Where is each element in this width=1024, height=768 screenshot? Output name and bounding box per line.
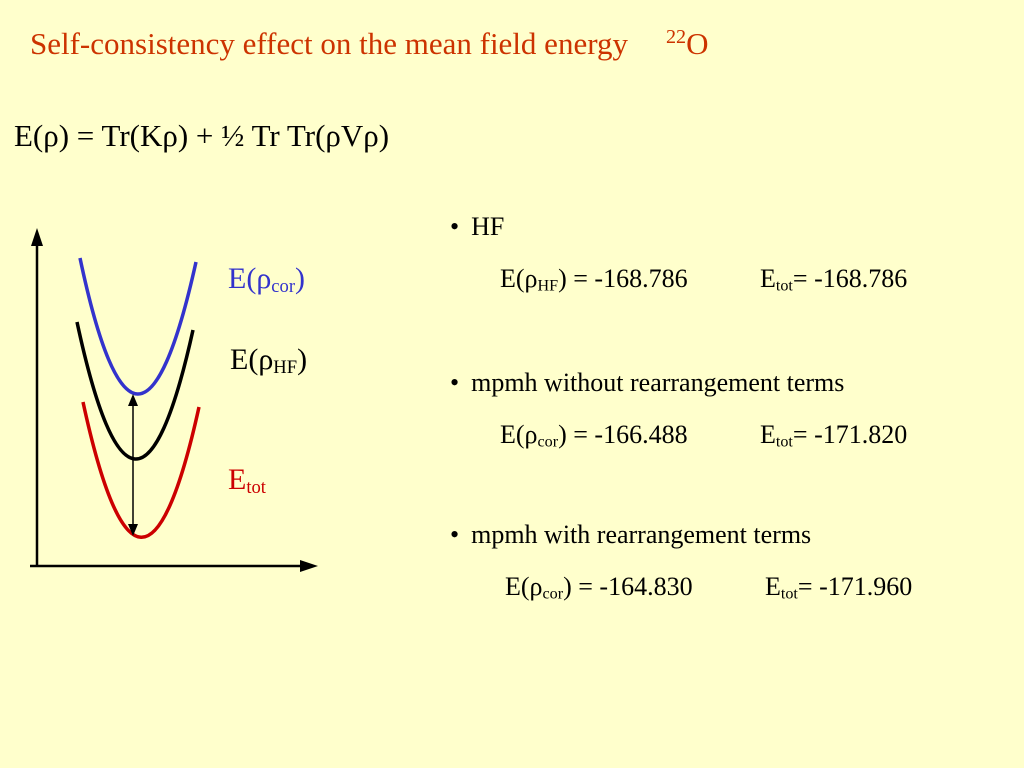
values-mpmh-with-e-pre: E(ρ (505, 572, 543, 601)
bullet-mpmh-without: • mpmh without rearrangement terms (450, 368, 844, 398)
potential-curves-diagram (30, 228, 318, 572)
bullet-hf: • HF (450, 212, 504, 242)
values-mpmh-without-etot: Etot= -171.820 (760, 420, 907, 452)
values-mpmh-with-e: E(ρcor) = -164.830 (505, 572, 693, 603)
bullet-mpmh-with-label: mpmh with rearrangement terms (471, 520, 812, 549)
y-axis-arrowhead-icon (31, 228, 43, 246)
curve-e-tot (81, 401, 201, 539)
curve-e-cor (78, 257, 198, 396)
values-mpmh-with-etot: Etot= -171.960 (765, 572, 912, 604)
values-hf-e: E(ρHF) = -168.786 (500, 264, 688, 295)
values-mpmh-with: E(ρcor) = -164.830 Etot= -171.960 (505, 572, 985, 604)
curve-label-e-cor: E(ρcor) (228, 262, 305, 298)
isotope-label: 22O (666, 26, 709, 61)
isotope-mass: 22 (665, 26, 687, 48)
values-mpmh-without-e-pre: E(ρ (500, 420, 538, 449)
delta-arrow-top-arrowhead-icon (128, 394, 138, 406)
values-mpmh-without-e-post: ) = -166.488 (558, 420, 688, 449)
bullet-icon: • (450, 368, 460, 397)
curve-label-e-cor-post: ) (295, 262, 306, 295)
bullet-mpmh-with: • mpmh with rearrangement terms (450, 520, 811, 550)
values-hf-etot-post: = -168.786 (792, 264, 908, 293)
curve-label-e-tot: Etot (228, 463, 266, 499)
values-mpmh-with-etot-post: = -171.960 (797, 572, 913, 601)
values-hf-e-sub: HF (537, 277, 559, 295)
values-mpmh-without-e: E(ρcor) = -166.488 (500, 420, 688, 451)
curve-label-e-cor-pre: E(ρ (228, 262, 272, 295)
curve-label-e-tot-sub: tot (246, 477, 266, 499)
delta-arrow-bottom-arrowhead-icon (128, 524, 138, 536)
bullet-hf-label: HF (471, 212, 505, 241)
curve-label-e-hf-post: ) (297, 343, 308, 376)
values-mpmh-with-e-sub: cor (542, 585, 564, 603)
isotope-symbol: O (686, 26, 709, 62)
values-mpmh-without-etot-post: = -171.820 (792, 420, 908, 449)
values-mpmh-without-etot-pre: E (760, 420, 776, 449)
bullet-icon: • (450, 520, 460, 549)
curve-label-e-hf-pre: E(ρ (230, 343, 274, 376)
x-axis-arrowhead-icon (300, 560, 318, 572)
slide-title: Self-consistency effect on the mean fiel… (30, 26, 709, 62)
values-hf-etot: Etot= -168.786 (760, 264, 907, 296)
values-hf-e-post: ) = -168.786 (558, 264, 688, 293)
values-hf-etot-sub: tot (775, 277, 793, 295)
curve-label-e-tot-pre: E (228, 463, 247, 496)
curve-label-e-hf: E(ρHF) (230, 343, 307, 379)
values-hf: E(ρHF) = -168.786 Etot= -168.786 (500, 264, 980, 296)
values-hf-e-pre: E(ρ (500, 264, 538, 293)
bullet-icon: • (450, 212, 460, 241)
curve-label-e-cor-sub: cor (271, 276, 296, 298)
curve-label-e-hf-sub: HF (273, 357, 298, 379)
values-mpmh-with-etot-pre: E (765, 572, 781, 601)
title-text: Self-consistency effect on the mean fiel… (30, 26, 628, 62)
values-mpmh-with-e-post: ) = -164.830 (563, 572, 693, 601)
curve-e-hf (75, 321, 195, 461)
values-mpmh-without-e-sub: cor (537, 433, 559, 451)
values-mpmh-without: E(ρcor) = -166.488 Etot= -171.820 (500, 420, 980, 452)
values-mpmh-with-etot-sub: tot (780, 585, 798, 603)
bullet-mpmh-without-label: mpmh without rearrangement terms (471, 368, 845, 397)
energy-formula: E(ρ) = Tr(Kρ) + ½ Tr Tr(ρVρ) (14, 118, 390, 153)
values-mpmh-without-etot-sub: tot (775, 433, 793, 451)
values-hf-etot-pre: E (760, 264, 776, 293)
